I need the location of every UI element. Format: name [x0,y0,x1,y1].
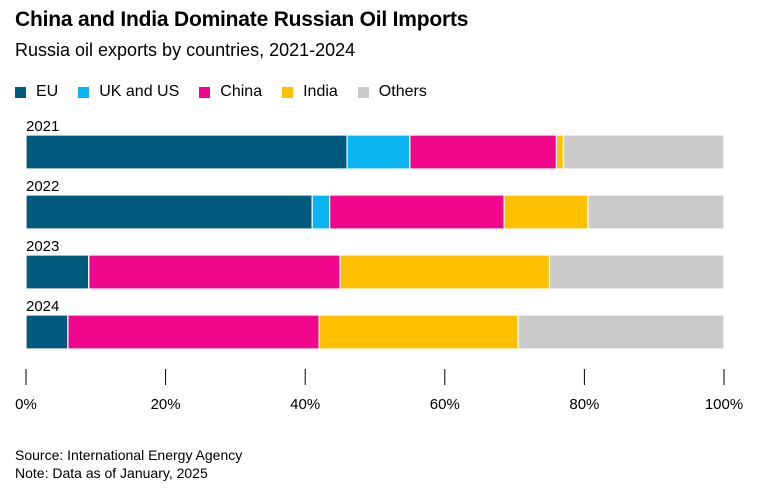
legend-item-uk-us: UK and US [78,83,179,101]
bar-segment-2021-uk-and-us [346,134,411,170]
legend-swatch-india [282,86,294,98]
legend-label-uk-us: UK and US [99,83,180,100]
category-label-2021: 2021 [26,118,59,135]
legend-swatch-others [357,86,369,98]
bar-segment-2021-eu [25,134,348,170]
bar-segment-2022-india [503,194,589,230]
bar-segment-2024-eu [25,314,69,350]
stacked-bar-chart: 2021 2022 2023 2024 0% 20% 40% 60% 80% 100% [15,118,743,413]
x-tick-label-1: 20% [151,396,181,413]
x-tick-label-4: 80% [569,396,599,413]
legend-label-china: China [220,83,263,100]
legend-item-china: China [199,83,262,101]
legend-swatch-eu [15,86,26,98]
bar-segment-2023-eu [25,254,90,290]
legend-label-eu: EU [36,83,59,100]
chart-title: China and India Dominate Russian Oil Imp… [15,8,469,31]
legend: EU UK and US China India Others [15,83,447,101]
bar-segment-2021-china [409,134,558,170]
source-note: Source: International Energy Agency [15,447,243,463]
bar-segment-2022-china [329,194,505,230]
x-tick-label-3: 60% [430,396,460,413]
chart-subtitle: Russia oil exports by countries, 2021-20… [15,40,356,60]
category-label-2022: 2022 [26,178,59,195]
legend-swatch-china [199,86,211,98]
bar-segment-2022-others [587,194,725,230]
category-label-2024: 2024 [26,298,59,315]
bar-segment-2021-others [562,134,725,170]
legend-item-india: India [282,83,338,101]
bar-segment-2024-india [318,314,519,350]
legend-swatch-uk-us [78,86,90,98]
data-note: Note: Data as of January, 2025 [15,465,208,481]
x-tick-label-5: 100% [705,396,743,413]
bar-segment-2024-china [67,314,320,350]
bar-segment-2022-eu [25,194,313,230]
bar-segment-2023-china [88,254,341,290]
legend-item-others: Others [357,83,427,101]
legend-label-others: Others [378,83,427,100]
bar-segment-2022-uk-and-us [311,194,331,230]
legend-item-eu: EU [15,83,58,101]
category-label-2023: 2023 [26,238,59,255]
bar-segment-2024-others [517,314,725,350]
bar-segment-2023-india [339,254,551,290]
bar-segment-2023-others [548,254,725,290]
x-tick-label-2: 40% [290,396,320,413]
bar-segment-2021-india [555,134,565,170]
x-tick-label-0: 0% [15,396,37,413]
legend-label-india: India [303,83,338,100]
